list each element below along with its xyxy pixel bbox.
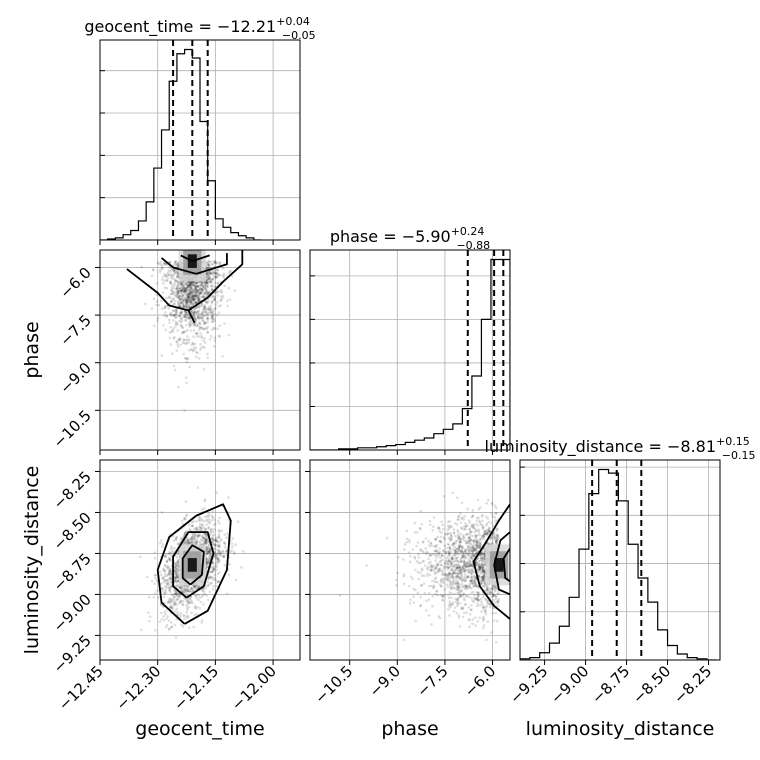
hist-phase: phase = −5.90+0.24 −0.88 — [309, 225, 511, 455]
pair-geocent_time-vs-luminosity_distance-contour-2 — [181, 544, 205, 586]
pair-phase-vs-luminosity_distance-contour-0 — [472, 503, 510, 620]
pair-geocent_time-vs-luminosity_distance-xtick-label-3: −12.00 — [228, 662, 280, 714]
hist-luminosity_distance: −9.25−9.00−8.75−8.50−8.25 luminosity_dist… — [485, 435, 756, 707]
pair-geocent_time-vs-phase-density — [178, 250, 206, 282]
pair-geocent_time-vs-luminosity_distance-ytick-label-3: −8.50 — [50, 509, 95, 554]
hist-phase-frame — [309, 249, 511, 451]
hist-phase-step — [310, 258, 510, 450]
hist-luminosity_distance-xtick-label-1: −9.00 — [547, 662, 592, 707]
pair-geocent_time-vs-phase: −10.5 −9.0 −7.5 −6.0 — [50, 249, 301, 455]
pair-phase-vs-luminosity_distance-xtick-label-1: −9.0 — [366, 662, 404, 700]
hist-luminosity_distance-xtick-label-4: −8.25 — [670, 662, 715, 707]
pair-geocent_time-vs-luminosity_distance-ytick-label-4: −8.25 — [50, 468, 95, 513]
pair-geocent_time-vs-phase-contour-1 — [160, 253, 228, 275]
hist-luminosity_distance-xtick-label-2: −8.75 — [588, 662, 633, 707]
pair-phase-vs-luminosity_distance-xtick-label-0: −10.5 — [311, 662, 356, 707]
pair-geocent_time-vs-luminosity_distance-frame — [99, 459, 301, 661]
pair-phase-vs-luminosity_distance: −10.5 −9.0 −7.5 −6.0 — [305, 459, 511, 707]
pair-geocent_time-vs-luminosity_distance-xtick-label-2: −12.15 — [170, 662, 222, 714]
pair-phase-vs-luminosity_distance-xtick-label-3: −6.0 — [461, 662, 499, 700]
pair-geocent_time-vs-phase-ytick-label-0: −10.5 — [50, 406, 95, 451]
pair-geocent_time-vs-phase-ytick-label-2: −7.5 — [56, 311, 94, 349]
pair-geocent_time-vs-phase-frame — [99, 249, 301, 451]
hist-luminosity_distance-step — [520, 468, 717, 660]
pair-phase-vs-luminosity_distance-frame — [309, 459, 511, 661]
pair-geocent_time-vs-luminosity_distance-xtick-label-1: −12.30 — [113, 662, 165, 714]
xlabel-geocent_time: geocent_time — [135, 718, 264, 740]
hist-luminosity_distance-title: luminosity_distance = −8.81+0.15 −0.15 — [485, 435, 756, 462]
pair-geocent_time-vs-phase-ytick-label-3: −6.0 — [56, 264, 94, 302]
pair-phase-vs-luminosity_distance-samples — [338, 491, 501, 644]
xlabel-phase: phase — [381, 718, 438, 740]
hist-geocent_time-step — [100, 48, 262, 240]
pair-phase-vs-luminosity_distance-xtick-label-2: −7.5 — [413, 662, 451, 700]
hist-phase-title: phase = −5.90+0.24 −0.88 — [330, 225, 490, 252]
pair-geocent_time-vs-phase-contour-2 — [180, 254, 210, 263]
pair-geocent_time-vs-luminosity_distance-contour-1 — [172, 531, 215, 599]
pair-phase-vs-luminosity_distance-contour-2 — [502, 548, 510, 583]
hist-luminosity_distance-xtick-label-0: −9.25 — [506, 662, 551, 707]
hist-geocent_time-frame — [99, 39, 301, 241]
hist-geocent_time-title: geocent_time = −12.21+0.04 −0.05 — [84, 15, 315, 42]
pair-geocent_time-vs-luminosity_distance-ytick-label-2: −8.75 — [50, 550, 95, 595]
pair-phase-vs-luminosity_distance-contour-1 — [493, 531, 510, 596]
pair-geocent_time-vs-phase-contour-0 — [126, 250, 244, 323]
xlabel-luminosity_distance: luminosity_distance — [526, 718, 715, 740]
pair-geocent_time-vs-phase-ytick-label-1: −9.0 — [56, 359, 94, 397]
hist-luminosity_distance-frame — [519, 459, 721, 661]
pair-geocent_time-vs-luminosity_distance-contour-0 — [156, 503, 232, 625]
hist-luminosity_distance-xtick-label-3: −8.50 — [629, 662, 674, 707]
pair-geocent_time-vs-luminosity_distance-ytick-label-1: −9.00 — [50, 591, 95, 636]
ylabel-phase: phase — [21, 321, 43, 378]
hist-geocent_time: geocent_time = −12.21+0.04 −0.05 — [84, 15, 316, 245]
pair-geocent_time-vs-luminosity_distance: −12.45 −12.30 −12.15 −12.00−9.25−9.00−8.75−… — [50, 459, 301, 714]
ylabel-luminosity_distance: luminosity_distance — [21, 466, 43, 655]
